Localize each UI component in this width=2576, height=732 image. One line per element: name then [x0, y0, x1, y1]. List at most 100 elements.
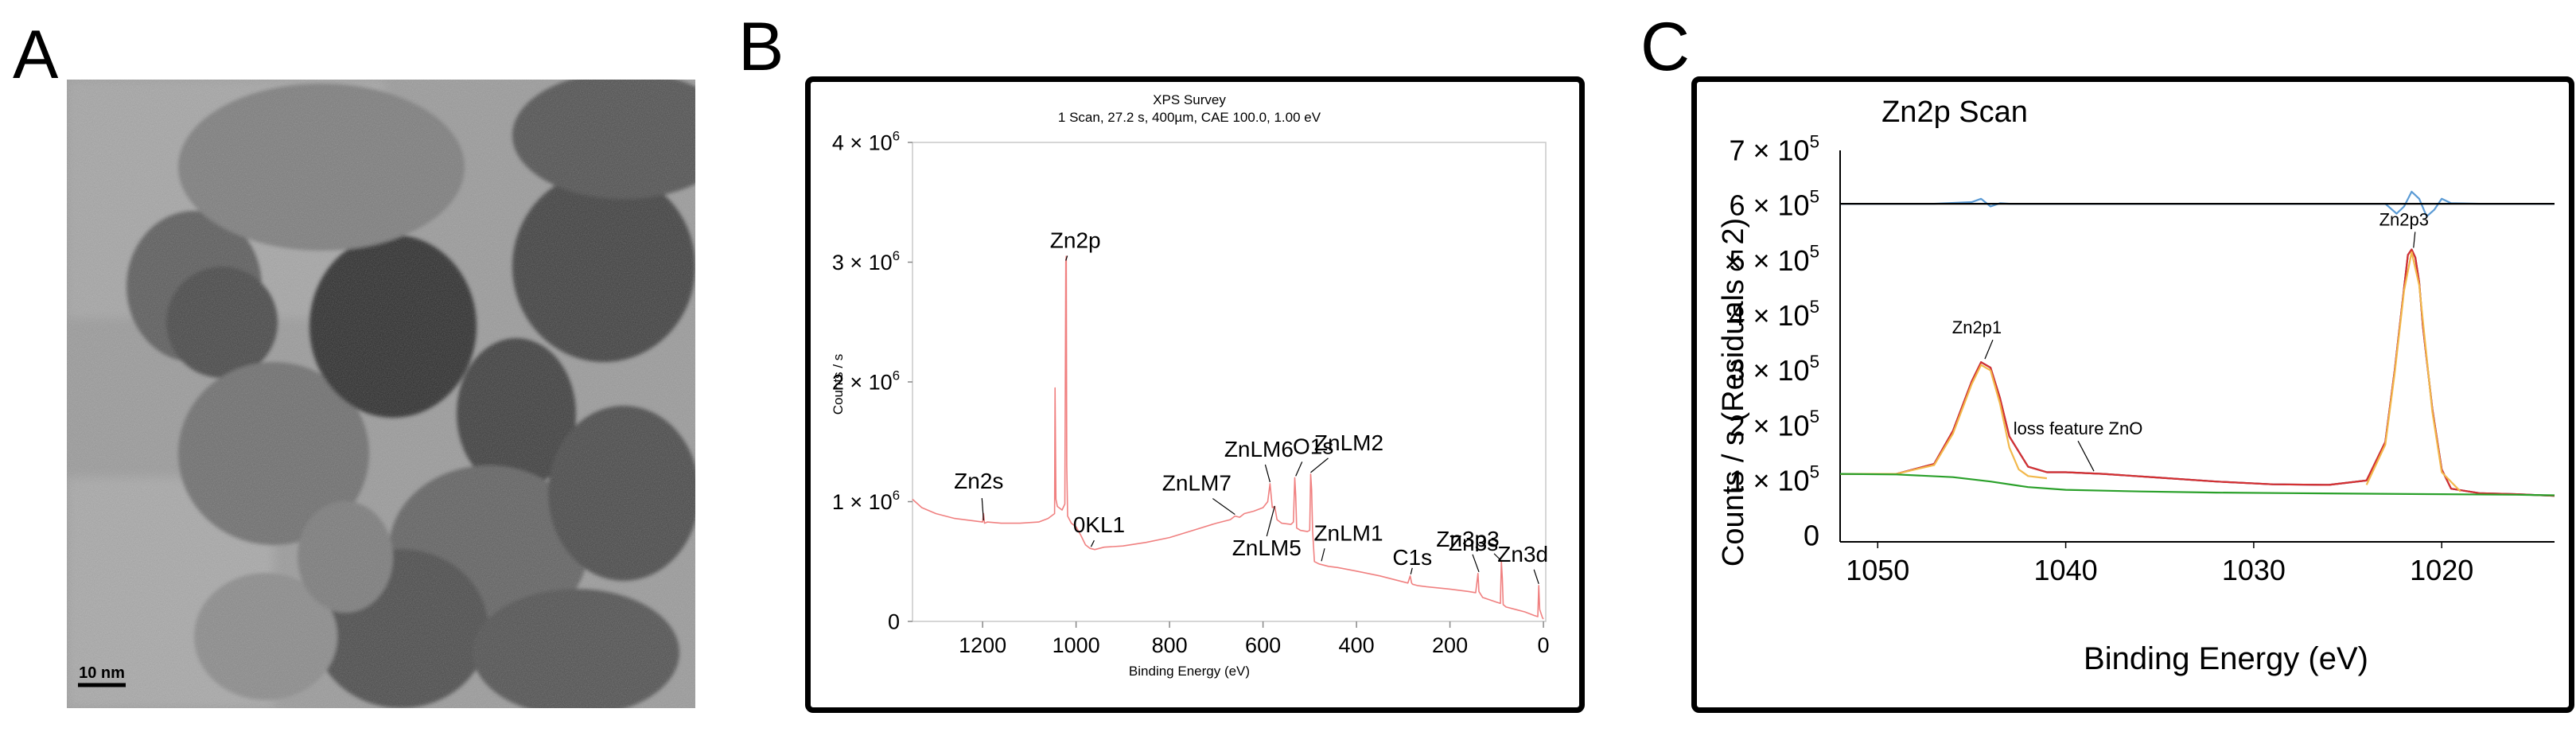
y-tick-text: 3 × 10: [832, 251, 893, 274]
x-tick-label: 1200: [959, 633, 1006, 657]
peak-label: Zn2s: [954, 469, 1003, 493]
y-tick-text: 1 × 10: [1729, 464, 1809, 496]
xps-survey-frame: XPS Survey 1 Scan, 27.2 s, 400µm, CAE 10…: [805, 76, 1585, 713]
y-tick-text: 7 × 10: [1729, 134, 1809, 167]
peak-label: ZnLM1: [1313, 520, 1383, 545]
y-tick-exponent: 5: [1810, 131, 1819, 151]
annotation-leader: [1533, 569, 1539, 585]
peak-label: ZnLM6: [1224, 437, 1294, 461]
annotation-leader: [2413, 232, 2416, 248]
annotation-leader: [1321, 548, 1325, 562]
peak-label: ZnLM2: [1314, 430, 1383, 455]
y-tick-text: 0: [888, 609, 900, 633]
annotation-leader: [1065, 255, 1068, 261]
y-tick-exponent: 6: [893, 248, 900, 263]
annotation-leader: [1310, 458, 1329, 473]
x-tick-label: 1050: [1846, 554, 1909, 586]
panel-label-b: B: [738, 9, 784, 85]
panel-label-c: C: [1640, 9, 1691, 85]
annotation-leader: [1472, 554, 1480, 573]
y-tick-label: 2 × 105: [1729, 407, 1819, 442]
y-tick-text: 4 × 10: [1729, 299, 1809, 332]
annotation-leader: [1410, 567, 1413, 574]
y-tick-label: 3 × 106: [832, 248, 900, 274]
y-tick-label: 3 × 105: [1729, 352, 1819, 387]
y-axis-label: Counts / s (Residuals × 2): [1717, 218, 1750, 567]
peak-label: Zn3p3: [1436, 527, 1499, 551]
series-line-4: [1839, 473, 2555, 496]
annotation-leader: [2077, 440, 2095, 472]
y-tick-text: 2 × 10: [832, 370, 893, 394]
annotation-leader: [1295, 461, 1303, 477]
peak-label: Zn3s: [1449, 531, 1498, 555]
y-tick-label: 0: [888, 609, 900, 633]
peak-label: loss feature ZnO: [2014, 419, 2143, 438]
tem-image: 10 nm: [67, 80, 695, 708]
y-tick-exponent: 6: [893, 488, 900, 503]
x-tick-label: 1040: [2034, 554, 2098, 586]
xps-survey-chart: XPS Survey 1 Scan, 27.2 s, 400µm, CAE 10…: [831, 92, 1550, 679]
x-axis-label: Binding Energy (eV): [1129, 664, 1250, 679]
y-tick-exponent: 6: [893, 368, 900, 383]
panel-label-a: A: [13, 17, 59, 93]
y-tick-exponent: 5: [1810, 461, 1819, 481]
x-tick-label: 400: [1339, 633, 1375, 657]
y-tick-exponent: 5: [1810, 187, 1819, 207]
x-tick-label: 1030: [2222, 554, 2286, 586]
x-tick-label: 200: [1432, 633, 1468, 657]
x-tick-label: 1000: [1053, 633, 1100, 657]
peak-label: ZnLM5: [1232, 535, 1302, 560]
zn2p-scan-frame: Zn2p Scan Counts / s (Residuals × 2) Bin…: [1691, 76, 2574, 713]
scale-bar-label: 10 nm: [79, 664, 125, 682]
y-tick-text: 2 × 10: [1729, 409, 1809, 442]
annotation-leader: [1984, 339, 1994, 360]
chart-subtitle: 1 Scan, 27.2 s, 400µm, CAE 100.0, 1.00 e…: [1058, 110, 1321, 125]
x-tick-label: 600: [1245, 633, 1281, 657]
peak-label: Zn3d: [1497, 542, 1548, 567]
annotation-leader: [1090, 539, 1095, 547]
peak-label: Zn2p: [1050, 228, 1101, 253]
tem-micrograph: 10 nm: [67, 80, 695, 708]
y-tick-text: 3 × 10: [1729, 354, 1809, 387]
y-tick-text: 1 × 10: [832, 490, 893, 514]
x-tick-label: 800: [1152, 633, 1188, 657]
y-tick-label: 4 × 106: [832, 128, 900, 154]
peak-label: ZnLM7: [1162, 471, 1232, 496]
x-tick-label: 0: [1538, 633, 1550, 657]
y-tick-exponent: 5: [1810, 352, 1819, 372]
y-tick-label: 4 × 105: [1729, 297, 1819, 332]
x-tick-label: 1020: [2410, 554, 2473, 586]
annotation-leader: [1212, 498, 1235, 516]
series-line-2: [1840, 364, 2048, 480]
y-tick-label: 0: [1804, 520, 1819, 552]
annotation-leader: [1264, 464, 1270, 483]
x-axis-label: Binding Energy (eV): [2084, 641, 2368, 676]
y-tick-label: 7 × 105: [1729, 131, 1819, 166]
annotation-leader: [1266, 505, 1275, 537]
y-tick-exponent: 6: [893, 128, 900, 143]
peak-label: Zn2p1: [1952, 317, 2002, 337]
y-tick-text: 5 × 10: [1729, 244, 1809, 277]
zn2p-scan-chart: Zn2p Scan Counts / s (Residuals × 2) Bin…: [1717, 95, 2555, 676]
y-tick-exponent: 5: [1810, 297, 1819, 317]
series-line-1: [1840, 248, 2555, 497]
y-tick-text: 6 × 10: [1729, 189, 1809, 222]
y-tick-exponent: 5: [1810, 242, 1819, 262]
chart-title: XPS Survey: [1153, 92, 1226, 107]
y-tick-text: 0: [1804, 520, 1819, 552]
series-line-3: [2365, 251, 2461, 493]
peak-label: O1s: [1293, 434, 1333, 458]
chart-title: Zn2p Scan: [1881, 95, 2028, 129]
peak-label: Zn2p3: [2379, 209, 2429, 229]
peak-label: 0KL1: [1073, 512, 1125, 537]
y-tick-label: 2 × 106: [832, 368, 900, 394]
series-line-5: [1840, 190, 2555, 218]
y-tick-label: 6 × 105: [1729, 187, 1819, 222]
y-tick-exponent: 5: [1810, 407, 1819, 426]
y-tick-label: 1 × 106: [832, 488, 900, 514]
y-tick-label: 5 × 105: [1729, 242, 1819, 277]
series-line-0: [912, 255, 1544, 620]
y-tick-text: 4 × 10: [832, 130, 893, 154]
